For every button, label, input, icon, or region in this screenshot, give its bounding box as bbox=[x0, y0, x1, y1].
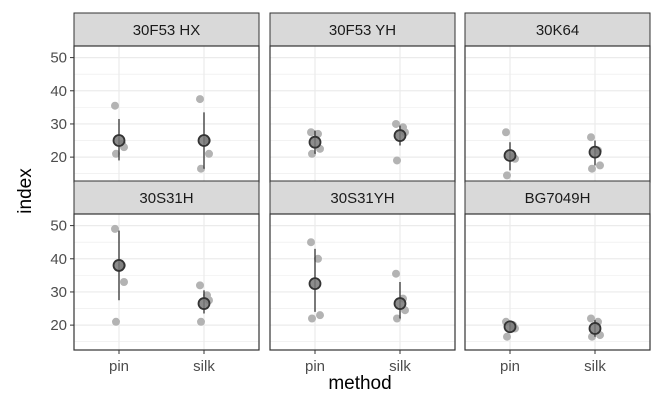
mean-point bbox=[197, 297, 211, 310]
facet-strip bbox=[73, 180, 260, 215]
data-point bbox=[112, 317, 120, 326]
facet-label: 30F53 YH bbox=[329, 22, 396, 39]
panel-30f53-hx: 30F53 HX 20 30 40 50 bbox=[50, 12, 260, 183]
panel-background bbox=[465, 46, 650, 182]
data-point bbox=[392, 119, 400, 128]
axes-layer: index method bbox=[15, 168, 392, 394]
mean-point bbox=[112, 134, 126, 147]
data-point bbox=[587, 133, 595, 142]
panel-30k64: 30K64 bbox=[464, 12, 651, 183]
mean-point bbox=[308, 135, 322, 149]
data-point bbox=[120, 278, 128, 286]
data-point bbox=[503, 171, 511, 180]
mean-point bbox=[197, 134, 211, 147]
y-axis-title: index bbox=[15, 168, 36, 214]
panel-background bbox=[465, 214, 650, 350]
panel-background bbox=[74, 214, 259, 350]
x-tick-label: silk bbox=[389, 358, 411, 375]
facet-strip bbox=[73, 12, 260, 47]
facet-label: 30S31YH bbox=[330, 190, 394, 207]
data-point bbox=[197, 317, 205, 326]
panel-border bbox=[464, 213, 651, 351]
panels-layer: 30F53 HX 20 30 40 50 30F53 YH 30K64 30S31H 20 30 4… bbox=[50, 12, 651, 375]
panel-border bbox=[269, 213, 456, 351]
x-tick-label: silk bbox=[193, 358, 215, 375]
data-point bbox=[307, 128, 315, 137]
data-point bbox=[307, 238, 315, 247]
panel-30f53-yh: 30F53 YH bbox=[269, 12, 456, 183]
facet-label: 30K64 bbox=[536, 22, 579, 39]
panel-30s31yh: 30S31YH pin silk bbox=[269, 180, 456, 375]
x-tick-label: pin bbox=[305, 358, 325, 375]
data-point bbox=[112, 149, 120, 158]
mean-point bbox=[503, 320, 517, 334]
panel-background bbox=[270, 214, 455, 350]
facet-strip bbox=[269, 180, 456, 215]
mean-point bbox=[393, 297, 407, 310]
y-tick-label: 50 bbox=[50, 50, 67, 67]
panel-background bbox=[74, 46, 259, 182]
y-tick-label: 30 bbox=[50, 116, 67, 133]
y-tick-label: 40 bbox=[50, 251, 67, 268]
data-point bbox=[393, 156, 401, 165]
panel-background bbox=[270, 46, 455, 182]
panel-bg7049h: BG7049H pin silk bbox=[464, 180, 651, 375]
y-tick-label: 50 bbox=[50, 218, 67, 235]
facet-label: 30F53 HX bbox=[133, 22, 201, 39]
x-tick-label: pin bbox=[500, 358, 520, 375]
facet-strip bbox=[269, 12, 456, 47]
mean-point bbox=[308, 277, 322, 291]
data-point bbox=[205, 149, 213, 158]
data-point bbox=[503, 332, 511, 341]
x-tick-label: pin bbox=[109, 358, 129, 375]
y-tick-label: 30 bbox=[50, 284, 67, 301]
panel-30s31h: 30S31H 20 30 40 50 pin silk bbox=[50, 180, 260, 375]
data-point bbox=[197, 164, 205, 173]
data-point bbox=[308, 149, 316, 158]
panel-border bbox=[73, 213, 260, 351]
mean-point bbox=[112, 259, 126, 272]
data-point bbox=[502, 128, 510, 137]
facet-label: 30S31H bbox=[139, 190, 193, 207]
y-tick-label: 20 bbox=[50, 149, 67, 166]
data-point bbox=[393, 314, 401, 323]
data-point bbox=[308, 314, 316, 323]
mean-point bbox=[588, 322, 602, 335]
mean-point bbox=[393, 129, 407, 142]
data-point bbox=[316, 311, 324, 320]
data-point bbox=[596, 161, 604, 170]
data-point bbox=[196, 95, 204, 104]
x-axis-title: method bbox=[328, 373, 391, 394]
facet-label: BG7049H bbox=[525, 190, 591, 207]
mean-point bbox=[503, 149, 517, 162]
mean-point bbox=[588, 145, 602, 159]
data-point bbox=[392, 269, 400, 278]
x-tick-label: silk bbox=[584, 358, 606, 375]
data-point bbox=[587, 314, 595, 323]
data-point bbox=[314, 254, 322, 263]
y-tick-label: 40 bbox=[50, 83, 67, 100]
data-point bbox=[111, 224, 119, 233]
data-point bbox=[196, 281, 204, 290]
data-point bbox=[111, 101, 119, 110]
data-point bbox=[588, 164, 596, 173]
y-tick-label: 20 bbox=[50, 317, 67, 334]
